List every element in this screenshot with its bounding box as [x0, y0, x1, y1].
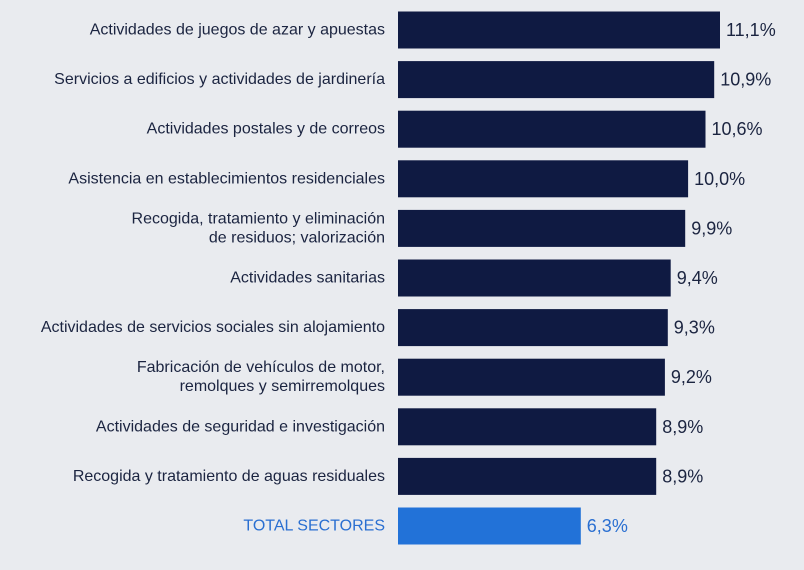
category-label-total: TOTAL SECTORES	[243, 518, 385, 535]
category-label-line: Actividades de juegos de azar y apuestas	[90, 22, 385, 39]
bar-total-sectores	[398, 507, 581, 545]
value-labels-layer: 11,1% 10,9% 10,6% 10,0% 9,9% 9,4% 9,3% 9,2% 8,9%…	[587, 20, 776, 536]
category-label: Asistencia en establecimientos residenci…	[68, 170, 385, 187]
value-label: 10,9%	[720, 70, 771, 90]
category-label-line: Recogida, tratamiento y eliminación	[132, 210, 385, 227]
value-label: 9,9%	[691, 218, 732, 238]
value-label: 9,3%	[674, 318, 715, 338]
bars-layer	[398, 11, 720, 545]
value-label: 10,0%	[694, 169, 745, 189]
category-label-line: Actividades de servicios sociales sin al…	[41, 319, 385, 336]
category-label-line: Actividades de seguridad e investigación	[96, 418, 385, 435]
bar	[398, 358, 665, 396]
value-label: 9,4%	[677, 268, 718, 288]
category-label: Actividades de seguridad e investigación	[96, 418, 385, 435]
category-label-line: Fabricación de vehículos de motor,	[137, 359, 385, 376]
value-label: 11,1%	[726, 20, 776, 40]
category-label: Actividades sanitarias	[230, 270, 385, 287]
category-label-line: Asistencia en establecimientos residenci…	[68, 170, 385, 187]
category-label: Actividades postales y de correos	[147, 121, 385, 138]
category-label-line: remolques y semirremolques	[180, 378, 385, 395]
category-label-line: Actividades postales y de correos	[147, 121, 385, 138]
bar	[398, 259, 671, 297]
bar	[398, 309, 668, 347]
category-label-line: TOTAL SECTORES	[243, 518, 385, 535]
category-label: Actividades de servicios sociales sin al…	[41, 319, 385, 336]
category-label: Recogida, tratamiento y eliminación de re…	[132, 210, 385, 246]
value-label: 9,2%	[671, 367, 712, 387]
category-label: Actividades de juegos de azar y apuestas	[90, 22, 385, 39]
bar	[398, 408, 657, 446]
category-label: Fabricación de vehículos de motor, remolq…	[137, 359, 385, 395]
category-label-line: de residuos; valorización	[209, 229, 385, 246]
value-label: 10,6%	[712, 119, 763, 139]
category-labels-layer: Actividades de juegos de azar y apuestas…	[41, 22, 385, 535]
category-label-line: Recogida y tratamiento de aguas residual…	[73, 468, 385, 485]
value-label-total: 6,3%	[587, 516, 628, 536]
bar	[398, 457, 657, 495]
category-label: Servicios a edificios y actividades de j…	[54, 71, 385, 88]
bar	[398, 160, 689, 198]
bar	[398, 11, 720, 49]
value-label: 8,9%	[662, 417, 703, 437]
bar	[398, 110, 706, 148]
bar	[398, 61, 715, 99]
category-label-line: Actividades sanitarias	[230, 270, 385, 287]
category-label-line: Servicios a edificios y actividades de j…	[54, 71, 385, 88]
bar	[398, 209, 686, 247]
value-label: 8,9%	[662, 466, 703, 486]
category-label: Recogida y tratamiento de aguas residual…	[73, 468, 385, 485]
